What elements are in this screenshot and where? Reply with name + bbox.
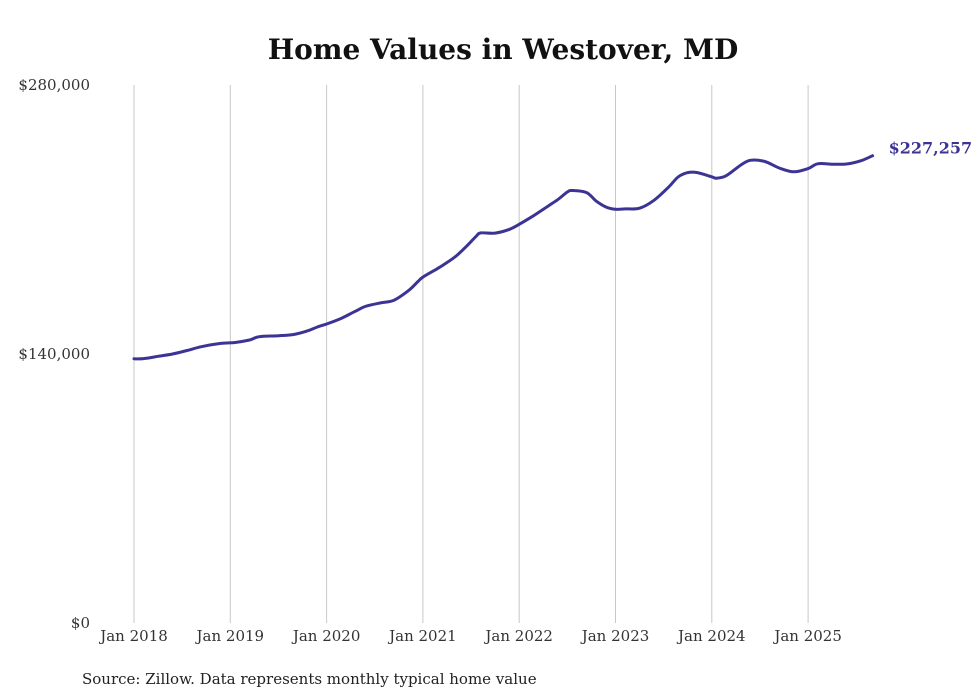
y-tick-label: $0 (71, 614, 90, 632)
y-axis-ticks: $0 $140,000 $280,000 (18, 76, 90, 632)
x-tick-label: Jan 2018 (98, 627, 168, 645)
x-tick-label: Jan 2019 (195, 627, 265, 645)
x-tick-label: Jan 2025 (772, 627, 842, 645)
y-tick-label: $280,000 (18, 76, 90, 94)
x-tick-label: Jan 2023 (580, 627, 650, 645)
latest-value-label: $227,257 (889, 139, 973, 158)
x-tick-label: Jan 2024 (676, 627, 746, 645)
x-tick-label: Jan 2022 (483, 627, 553, 645)
x-tick-label: Jan 2020 (291, 627, 361, 645)
x-tick-label: Jan 2021 (387, 627, 457, 645)
source-note: Source: Zillow. Data represents monthly … (82, 670, 537, 688)
y-tick-label: $140,000 (18, 345, 90, 363)
home-value-series-line (132, 154, 875, 361)
chart-title: Home Values in Westover, MD (268, 33, 739, 66)
grid-lines (133, 85, 809, 623)
x-axis-ticks: Jan 2018 Jan 2019 Jan 2020 Jan 2021 Jan 2022… (98, 627, 842, 645)
